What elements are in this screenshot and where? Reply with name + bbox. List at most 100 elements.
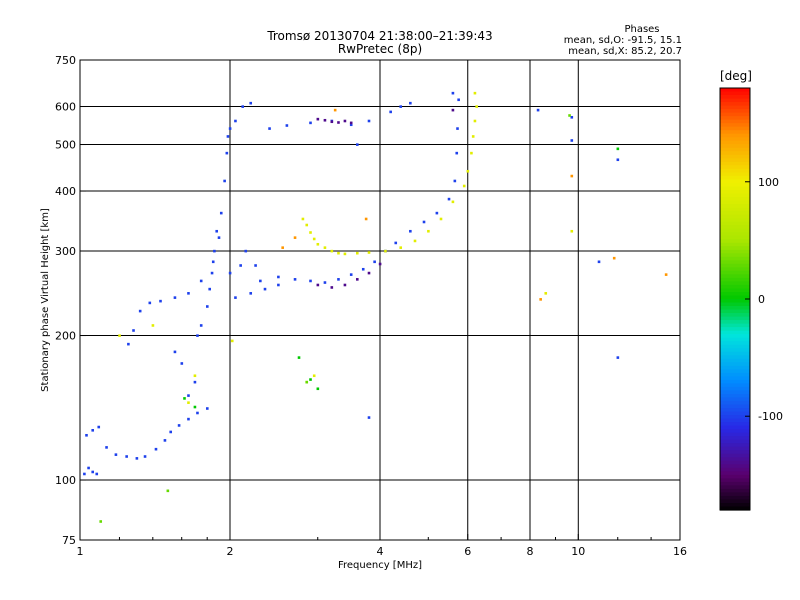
- data-point: [309, 121, 312, 125]
- data-point: [323, 246, 327, 249]
- y-tick-label: 100: [55, 474, 76, 487]
- data-point: [361, 267, 365, 271]
- colorbar-segment: [720, 404, 750, 409]
- colorbar-segment: [720, 376, 750, 381]
- data-point: [343, 119, 347, 123]
- colorbar-segment: [720, 105, 750, 110]
- colorbar-segment: [720, 422, 750, 427]
- colorbar-segment: [720, 341, 750, 346]
- data-point: [409, 101, 412, 105]
- colorbar-segment: [720, 165, 750, 170]
- colorbar-segment: [720, 337, 750, 342]
- data-point: [451, 200, 455, 204]
- colorbar-segment: [720, 365, 750, 370]
- colorbar-segment: [720, 204, 750, 209]
- data-point: [132, 329, 135, 332]
- colorbar-segment: [720, 471, 750, 476]
- colorbar-segment: [720, 502, 750, 508]
- y-axis-label: Stationary phase Virtual Height [km]: [40, 208, 51, 392]
- data-point: [83, 472, 86, 476]
- colorbar-segment: [720, 334, 750, 339]
- data-point: [187, 417, 190, 421]
- colorbar-segment: [720, 197, 750, 202]
- data-point: [277, 283, 280, 287]
- data-point: [616, 147, 620, 151]
- stats-x-mode: mean, sd,X: 85.2, 20.7: [568, 46, 682, 57]
- data-point: [154, 447, 158, 451]
- data-point: [316, 242, 320, 246]
- data-point: [301, 217, 305, 221]
- data-point: [389, 110, 392, 114]
- data-point: [435, 211, 439, 215]
- data-point: [309, 231, 312, 234]
- data-point: [91, 470, 95, 474]
- colorbar-segment: [720, 443, 750, 448]
- colorbar-segment: [720, 439, 750, 444]
- data-point: [213, 249, 216, 253]
- data-point: [241, 105, 245, 108]
- colorbar-segment: [720, 144, 750, 149]
- x-tick-label: 4: [377, 545, 384, 558]
- data-point: [148, 301, 152, 305]
- data-point: [215, 229, 219, 233]
- colorbar-segment: [720, 436, 750, 441]
- data-point: [225, 151, 229, 155]
- colorbar-segment: [720, 446, 750, 451]
- data-point: [330, 249, 334, 253]
- colorbar-segment: [720, 492, 750, 497]
- data-point: [226, 135, 230, 138]
- data-point: [453, 179, 457, 183]
- y-tick-label: 600: [55, 101, 76, 114]
- chart-title: Tromsø 20130704 21:38:00–21:39:43: [266, 29, 492, 43]
- colorbar-segment: [720, 274, 750, 279]
- data-point: [208, 287, 211, 291]
- data-point: [316, 117, 320, 121]
- colorbar-segment: [720, 457, 750, 462]
- data-point: [135, 457, 139, 460]
- colorbar-segment: [720, 221, 750, 226]
- colorbar-segment: [720, 327, 750, 332]
- colorbar-segment: [720, 302, 750, 307]
- data-point: [239, 264, 242, 267]
- data-point: [399, 105, 403, 108]
- data-point: [544, 292, 548, 295]
- data-point: [471, 135, 475, 138]
- data-point: [268, 127, 271, 130]
- data-point: [187, 401, 190, 404]
- data-point: [455, 151, 459, 155]
- colorbar-segment: [720, 133, 750, 138]
- data-point: [399, 246, 403, 249]
- data-point: [99, 520, 103, 523]
- colorbar-segment: [720, 140, 750, 145]
- data-point: [309, 378, 312, 381]
- colorbar-segment: [720, 295, 750, 300]
- colorbar-segment: [720, 362, 750, 367]
- colorbar-segment: [720, 351, 750, 356]
- colorbar-segment: [720, 175, 750, 181]
- data-point: [293, 278, 297, 281]
- colorbar-segment: [720, 179, 750, 184]
- data-point: [343, 252, 347, 256]
- data-point: [118, 334, 121, 337]
- colorbar-segment: [720, 478, 750, 483]
- data-point: [138, 309, 142, 313]
- data-point: [210, 271, 214, 275]
- colorbar-segment: [720, 348, 750, 353]
- colorbar-segment: [720, 260, 750, 265]
- colorbar-segment: [720, 242, 750, 247]
- data-point: [95, 472, 99, 476]
- colorbar-segment: [720, 182, 750, 188]
- x-tick-label: 2: [227, 545, 234, 558]
- data-point: [105, 446, 108, 449]
- colorbar-segment: [720, 450, 750, 455]
- data-point: [466, 169, 470, 173]
- data-point: [616, 158, 620, 162]
- colorbar-segment: [720, 415, 750, 420]
- colorbar-segment: [720, 253, 750, 258]
- y-tick-label: 200: [55, 330, 76, 343]
- colorbar-segment: [720, 112, 750, 117]
- data-point: [305, 380, 309, 384]
- data-point: [196, 334, 199, 337]
- colorbar-segment: [720, 256, 750, 261]
- data-point: [475, 105, 478, 108]
